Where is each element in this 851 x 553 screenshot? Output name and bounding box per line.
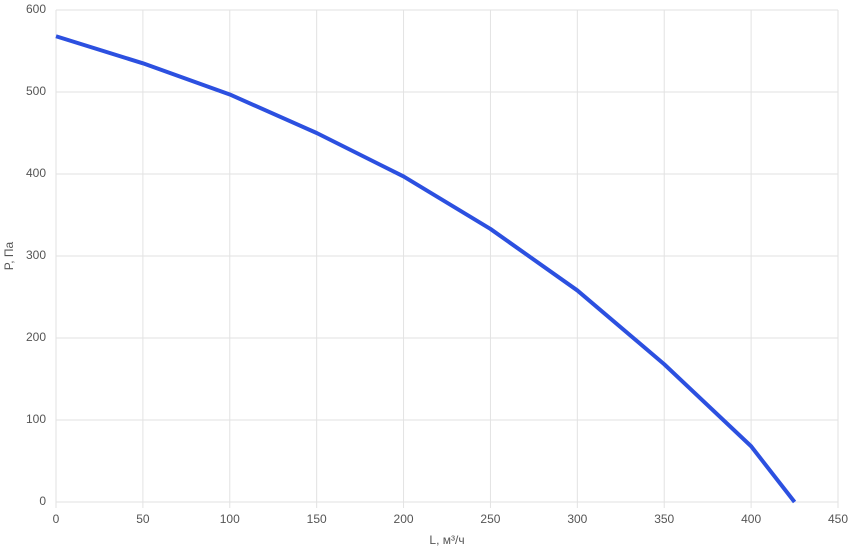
line [55, 34, 797, 504]
x-tick-label: 350 [654, 512, 674, 526]
x-tick-label: 400 [741, 512, 761, 526]
x-tick-label: 250 [480, 512, 500, 526]
y-tick-label: 600 [26, 2, 46, 16]
y-tick-label: 100 [26, 412, 46, 426]
x-axis-label: L, м³/ч [429, 533, 464, 547]
x-tick-label: 100 [220, 512, 240, 526]
x-tick-label: 150 [307, 512, 327, 526]
x-tick-label: 50 [136, 512, 150, 526]
y-tick-label: 500 [26, 84, 46, 98]
x-tick-label: 450 [828, 512, 848, 526]
y-axis-label: P, Па [2, 241, 16, 270]
y-tick-label: 0 [39, 494, 46, 508]
y-tick-label: 200 [26, 330, 46, 344]
x-tick-label: 300 [567, 512, 587, 526]
x-tick-label: 200 [394, 512, 414, 526]
y-tick-label: 300 [26, 248, 46, 262]
y-tick-label: 400 [26, 166, 46, 180]
x-tick-label: 0 [53, 512, 60, 526]
